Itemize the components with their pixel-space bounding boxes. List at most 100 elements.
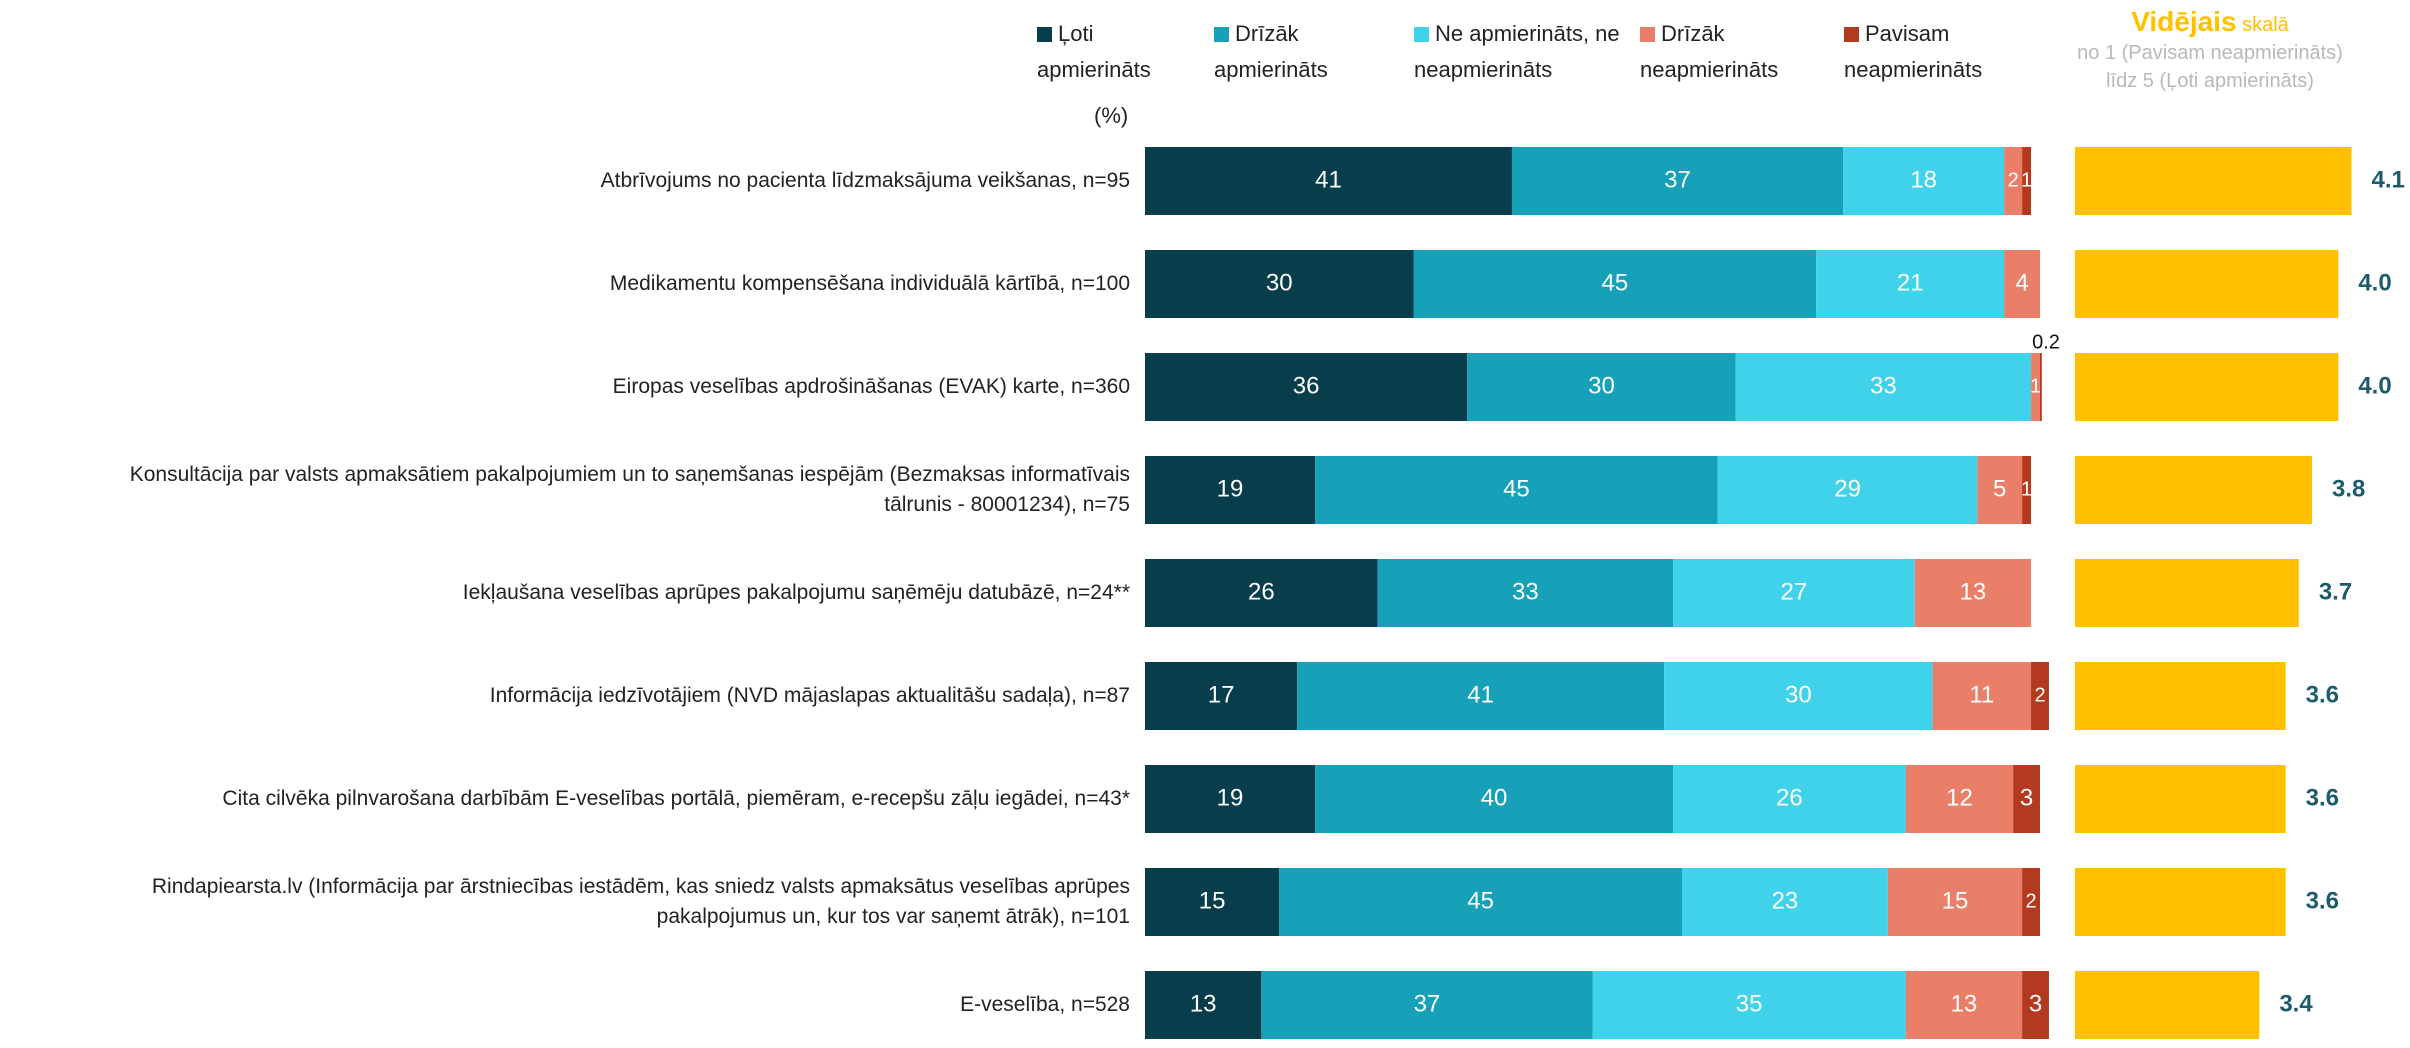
- bar-segment: [1145, 868, 1280, 936]
- bar-value-label: 11: [1969, 681, 1994, 708]
- bar-value-label: 41: [1467, 681, 1494, 708]
- bar-segment: [1377, 559, 1674, 627]
- bar-value-label: 18: [1910, 166, 1937, 193]
- bar-segment: [1261, 971, 1593, 1039]
- bar-value-label: 23: [1772, 887, 1799, 914]
- legend-label: Ļoti apmierināts: [1037, 21, 1151, 82]
- bar-segment: [1145, 662, 1298, 730]
- bar-value-label: 13: [1951, 990, 1978, 1017]
- bar-value-label: 1: [2030, 375, 2041, 397]
- average-value-label: 3.6: [2306, 887, 2339, 914]
- bar-segment: [1511, 147, 1844, 215]
- bar-segment: [1145, 765, 1316, 833]
- bar-value-label: 3: [2029, 990, 2042, 1017]
- bar-segment: [1664, 662, 1933, 730]
- average-bar: [2075, 662, 2286, 730]
- legend-swatch: [1214, 27, 1229, 42]
- legend-item: Ļoti apmierināts: [1037, 16, 1207, 88]
- bar-segment: [1843, 147, 2005, 215]
- category-label: Iekļaušana veselības aprūpes pakalpojumu…: [462, 581, 1130, 604]
- average-bar: [2075, 147, 2352, 215]
- average-bar: [2075, 868, 2286, 936]
- bar-value-label: 33: [1870, 372, 1897, 399]
- bar-value-label: 41: [1315, 166, 1342, 193]
- category-label: Atbrīvojums no pacienta līdzmaksājuma ve…: [600, 169, 1130, 192]
- bar-segment: [1145, 250, 1414, 318]
- bar-value-label: 13: [1960, 578, 1987, 605]
- average-bar: [2075, 250, 2339, 318]
- bar-segment: [1717, 456, 1978, 524]
- bar-value-label: 26: [1776, 784, 1803, 811]
- category-label: Medikamentu kompensēšana individuālā kār…: [609, 272, 1130, 295]
- bar-value-label: 19: [1217, 784, 1244, 811]
- bar-segment: [1413, 250, 1817, 318]
- bar-value-label: 2: [2025, 890, 2036, 912]
- bar-value-label: 30: [1266, 269, 1293, 296]
- average-bar: [2075, 971, 2260, 1039]
- average-value-label: 3.6: [2306, 784, 2339, 811]
- bar-segment: [2013, 765, 2040, 833]
- legend-item: Drīzāk neapmierināts: [1640, 16, 1830, 88]
- category-label: Informācija iedzīvotājiem (NVD mājaslapa…: [489, 684, 1130, 707]
- bar-value-label: 40: [1481, 784, 1508, 811]
- bar-value-label: 37: [1664, 166, 1691, 193]
- average-header: Vidējais skalā no 1 (Pavisam neapmierinā…: [2010, 8, 2410, 95]
- bar-value-label: 2: [2008, 169, 2019, 191]
- bar-segment: [1673, 559, 1915, 627]
- bar-segment: [2004, 250, 2040, 318]
- average-note: no 1 (Pavisam neapmierināts) līdz 5 (Ļot…: [2077, 42, 2343, 92]
- legend-swatch: [1844, 27, 1859, 42]
- bar-segment: [1905, 971, 2023, 1039]
- bar-value-label: 37: [1414, 990, 1441, 1017]
- average-value-label: 3.8: [2332, 475, 2365, 502]
- bar-segment: [1816, 250, 2005, 318]
- bar-segment: [1145, 147, 1512, 215]
- bar-value-label: 1: [2021, 169, 2032, 191]
- bar-segment: [2022, 868, 2040, 936]
- category-label: Eiropas veselības apdrošināšanas (EVAK) …: [612, 375, 1130, 398]
- legend-label: Pavisam neapmierināts: [1844, 21, 1983, 82]
- bar-value-label: 45: [1602, 269, 1629, 296]
- bar-segment: [1887, 868, 2023, 936]
- average-title-suffix: skalā: [2242, 14, 2289, 36]
- bar-segment: [1145, 971, 1262, 1039]
- bar-value-label: 17: [1208, 681, 1235, 708]
- bar-value-label: 27: [1781, 578, 1808, 605]
- bar-value-label: 15: [1942, 887, 1969, 914]
- average-bar: [2075, 559, 2299, 627]
- average-bar: [2075, 456, 2312, 524]
- average-value-label: 3.7: [2319, 578, 2352, 605]
- average-bar: [2075, 765, 2286, 833]
- legend-label: Drīzāk apmierināts: [1214, 21, 1328, 82]
- bar-value-label: 5: [1993, 475, 2006, 502]
- legend-swatch: [1640, 27, 1655, 42]
- average-value-label: 4.0: [2358, 372, 2391, 399]
- bar-segment: [1673, 765, 1906, 833]
- legend-item: Drīzāk apmierināts: [1214, 16, 1404, 88]
- bar-segment: [1315, 456, 1718, 524]
- bar-value-label: 3: [2020, 784, 2033, 811]
- category-label: E-veselība, n=528: [960, 993, 1130, 1016]
- unit-label: (%): [1094, 103, 1129, 128]
- legend-item: Pavisam neapmierināts: [1844, 16, 2044, 88]
- bar-value-label: 12: [1946, 784, 1973, 811]
- bar-segment: [2040, 353, 2042, 421]
- bar-value-label: 35: [1736, 990, 1763, 1017]
- bar-segment: [1315, 765, 1674, 833]
- bar-value-label: 33: [1512, 578, 1539, 605]
- bar-segment: [2031, 353, 2040, 421]
- average-value-label: 3.4: [2279, 990, 2313, 1017]
- category-label: Cita cilvēka pilnvarošana darbībām E-ves…: [222, 787, 1130, 810]
- legend-label: Ne apmierināts, ne neapmierināts: [1414, 21, 1620, 82]
- category-label: Konsultācija par valsts apmaksātiem paka…: [129, 463, 1130, 516]
- bar-segment: [1592, 971, 1906, 1039]
- bar-value-label: 29: [1834, 475, 1861, 502]
- bar-value-label: 4: [2015, 269, 2028, 296]
- bar-value-label: 21: [1897, 269, 1924, 296]
- bar-segment: [1735, 353, 2032, 421]
- bar-value-label: 45: [1503, 475, 1530, 502]
- average-bar: [2075, 353, 2339, 421]
- bar-segment: [2004, 147, 2023, 215]
- bar-segment: [1467, 353, 1736, 421]
